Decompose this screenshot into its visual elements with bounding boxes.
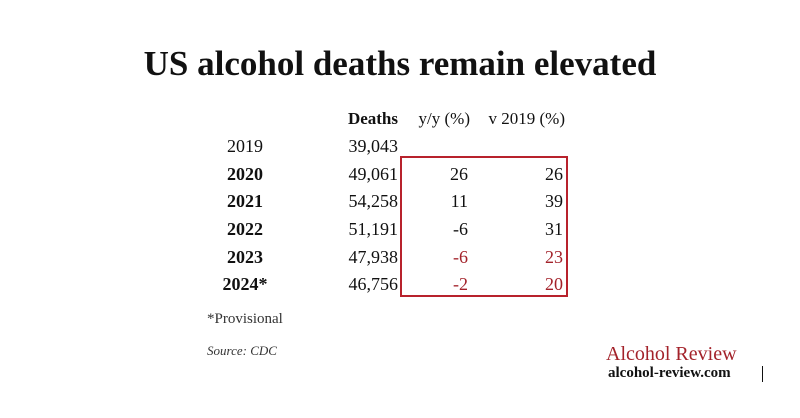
change-cell: 20 bbox=[545, 274, 563, 294]
deaths-cell: 39,043 bbox=[348, 136, 399, 156]
change-cell: 11 bbox=[450, 191, 468, 211]
brand-name: Alcohol Review bbox=[606, 343, 737, 365]
title: US alcohol deaths remain elevated bbox=[143, 44, 657, 83]
text-cursor bbox=[762, 366, 763, 382]
year-cell: 2019 bbox=[227, 136, 263, 156]
deaths-cell: 47,938 bbox=[348, 247, 399, 267]
deaths-cell: 51,191 bbox=[348, 219, 399, 239]
year-cell: 2020 bbox=[227, 164, 263, 184]
brand-url: alcohol-review.com bbox=[608, 365, 731, 381]
source: Source: CDC bbox=[207, 343, 277, 358]
column-header: Deaths bbox=[347, 109, 398, 128]
change-cell: -2 bbox=[453, 274, 468, 294]
change-cell: 23 bbox=[545, 247, 563, 267]
year-cell: 2024* bbox=[222, 274, 268, 294]
year-cell: 2021 bbox=[227, 191, 263, 211]
year-cell: 2023 bbox=[227, 247, 263, 267]
deaths-cell: 54,258 bbox=[348, 191, 399, 211]
deaths-cell: 49,061 bbox=[348, 164, 399, 184]
column-header: v 2019 (%) bbox=[488, 109, 565, 128]
footnote: *Provisional bbox=[207, 311, 283, 327]
change-cell: -6 bbox=[453, 247, 468, 267]
column-header: y/y (%) bbox=[418, 109, 470, 128]
change-cell: -6 bbox=[453, 219, 468, 239]
change-cell: 26 bbox=[450, 164, 468, 184]
year-cell: 2022 bbox=[227, 219, 263, 239]
change-cell: 26 bbox=[545, 164, 563, 184]
highlight-box bbox=[400, 156, 568, 297]
deaths-cell: 46,756 bbox=[348, 274, 399, 294]
change-cell: 31 bbox=[545, 219, 563, 239]
change-cell: 39 bbox=[545, 191, 563, 211]
